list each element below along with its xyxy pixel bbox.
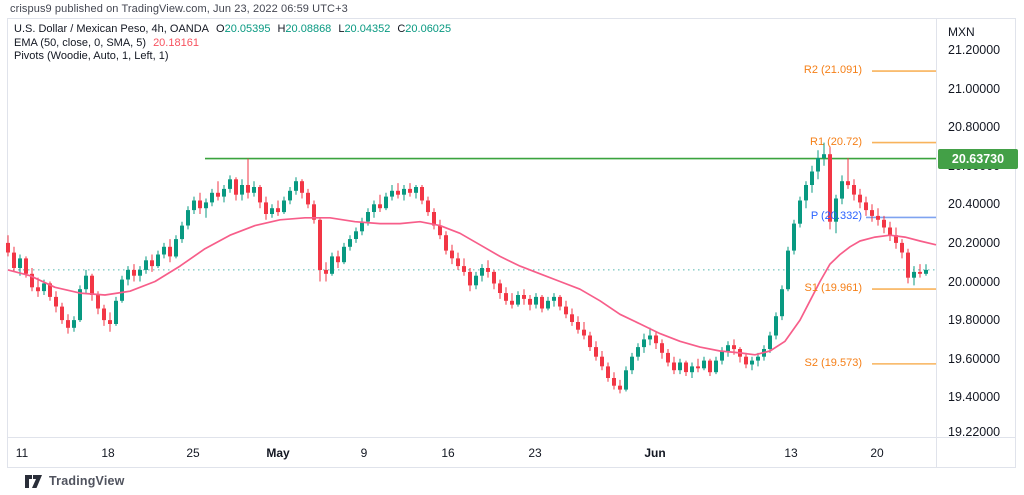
price-tick-label: 21.20000 (948, 43, 1001, 57)
tradingview-logo-icon (25, 474, 42, 488)
pivot-label-s1: S1 (19.961) (804, 282, 862, 294)
time-tick-label: 11 (15, 446, 29, 460)
pivots-indicator-title[interactable]: Pivots (Woodie, Auto, 1, Left, 1) (14, 50, 169, 62)
time-tick-label: 25 (186, 446, 200, 460)
time-tick-label: 20 (870, 446, 884, 460)
publish-caption: crispus9 published on TradingView.com, J… (10, 3, 348, 15)
ema-legend-row[interactable]: EMA (50, close, 0, SMA, 5) 20.18161 (14, 37, 199, 50)
time-axis[interactable]: 11 18 25 May 9 16 23 Jun 13 20 (7, 438, 936, 467)
price-tick-label: 19.40000 (948, 390, 1001, 404)
ohlc-value-C: 20.06025 (405, 23, 452, 35)
symbol-title[interactable]: U.S. Dollar / Mexican Peso, 4h, OANDA (14, 23, 210, 35)
ohlc-letter-C: C (397, 23, 406, 35)
plot-axis-divider (7, 437, 1016, 438)
price-tick-label: 19.80000 (948, 313, 1001, 327)
ema-value: 20.18161 (153, 37, 199, 49)
pivot-label-r2: R2 (21.091) (803, 64, 862, 76)
chart-border-top (7, 18, 1016, 19)
price-tick-label: 19.60000 (948, 352, 1001, 366)
symbol-legend-row[interactable]: U.S. Dollar / Mexican Peso, 4h, OANDA O20… (14, 23, 451, 36)
price-tick-label: 20.40000 (948, 197, 1001, 211)
ohlc-value-O: 20.05395 (224, 23, 271, 35)
chart-border-right (1015, 18, 1016, 467)
price-tick-label: 20.20000 (948, 236, 1001, 250)
currency-label: MXN (948, 25, 975, 39)
ohlc-letter-O: O (216, 23, 225, 35)
tradingview-wordmark[interactable]: TradingView (49, 474, 125, 488)
time-tick-label: May (266, 446, 290, 460)
ohlc-letter-L: L (338, 23, 345, 35)
time-tick-label: Jun (644, 446, 666, 460)
time-tick-label: 23 (528, 446, 542, 460)
price-tick-label: 20.80000 (948, 120, 1001, 134)
pivot-label-p: P (20.332) (810, 210, 862, 222)
ema-line[interactable] (7, 216, 937, 356)
price-level-badge: 20.63730 (938, 149, 1018, 169)
pivots-legend-row[interactable]: Pivots (Woodie, Auto, 1, Left, 1) (14, 50, 169, 63)
ohlc-value-H: 20.08868 (285, 23, 332, 35)
time-tick-label: 18 (101, 446, 115, 460)
tradingview-attribution[interactable]: TradingView (25, 474, 125, 488)
price-tick-label: 19.22000 (948, 425, 1001, 439)
pivot-label-s2: S2 (19.573) (804, 357, 862, 369)
price-tick-label: 21.00000 (948, 82, 1001, 96)
ohlc-value-L: 20.04352 (344, 23, 391, 35)
price-axis[interactable]: MXN 21.2000021.0000020.8000020.6000020.4… (937, 18, 1024, 467)
price-tick-label: 20.00000 (948, 275, 1001, 289)
ema-indicator-title[interactable]: EMA (50, close, 0, SMA, 5) (14, 37, 147, 49)
time-tick-label: 16 (441, 446, 455, 460)
time-tick-label: 9 (360, 446, 368, 460)
ohlc-letter-H: H (277, 23, 286, 35)
chart-border-bottom (7, 467, 1016, 468)
price-axis-divider (936, 18, 937, 467)
pivot-label-r1: R1 (20.72) (810, 136, 862, 148)
time-tick-label: 13 (784, 446, 798, 460)
